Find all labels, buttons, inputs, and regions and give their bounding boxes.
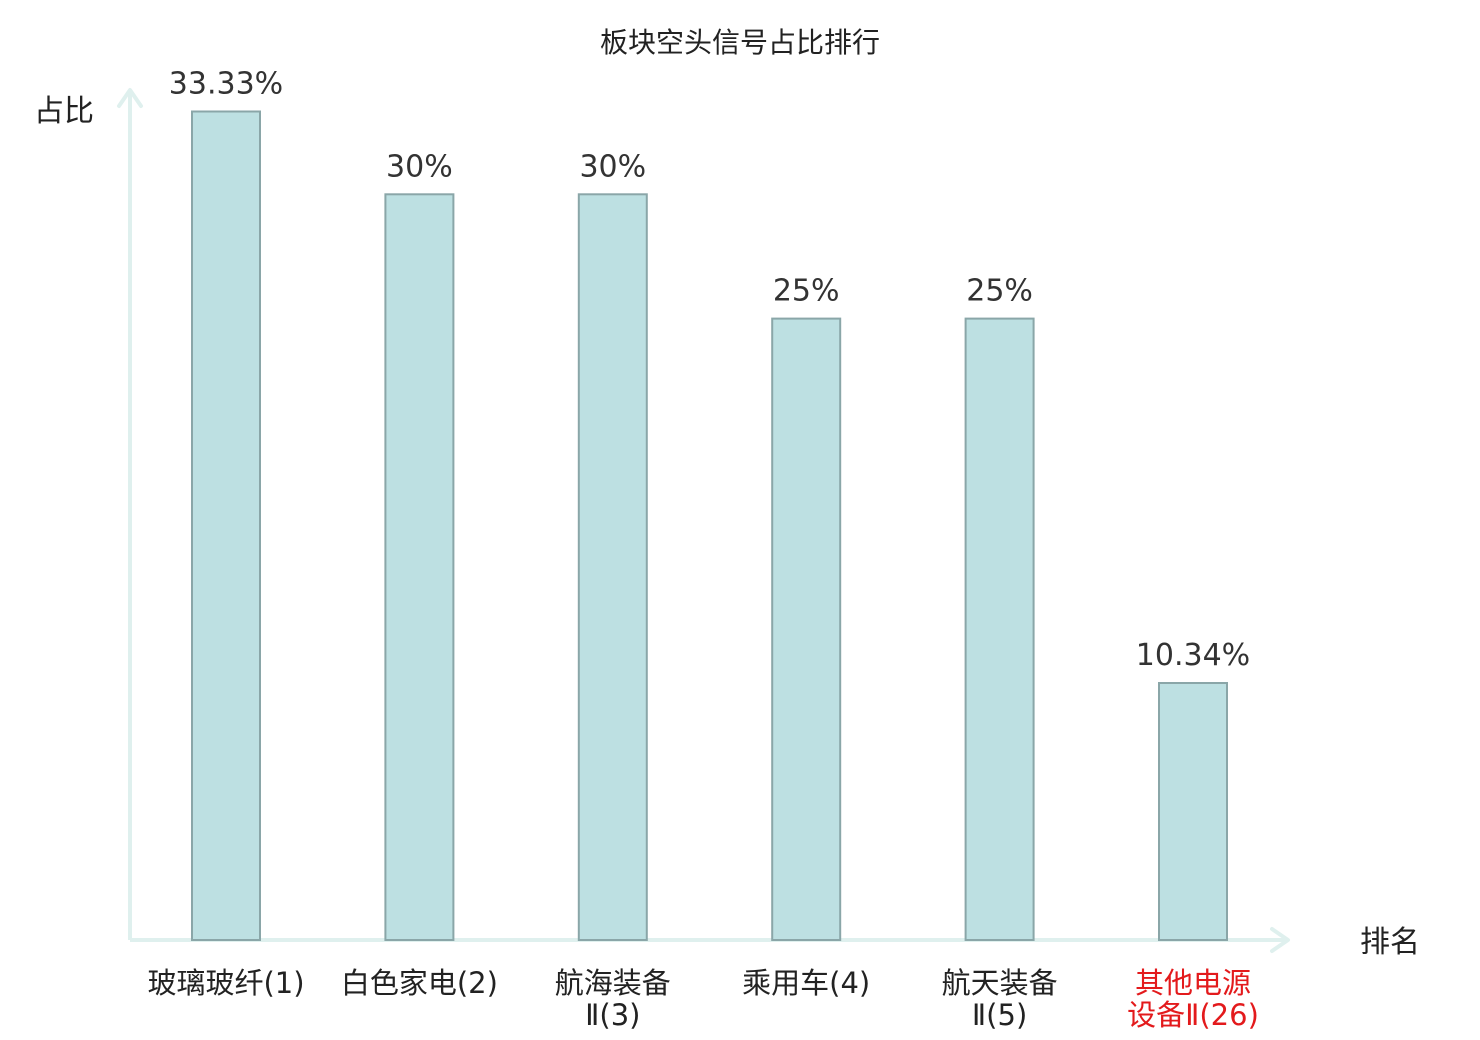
bar (577, 193, 648, 942)
bar (384, 193, 455, 942)
category-tick-label: Ⅱ(5) (972, 998, 1027, 1032)
x-axis-label: 排名 (1360, 925, 1420, 960)
category-tick-label: 玻璃玻纤(1) (147, 966, 304, 1000)
bar-value-label: 30% (386, 149, 453, 184)
x-axis (130, 927, 1290, 953)
category-tick-label: Ⅱ(3) (585, 998, 640, 1032)
bars-group (191, 110, 1228, 942)
category-tick-label: 其他电源 (1135, 966, 1251, 1000)
category-tick-label: 白色家电(2) (341, 966, 498, 1000)
bar-value-label: 25% (773, 274, 840, 309)
bar-value-label: 30% (579, 149, 646, 184)
category-tick-label: 设备Ⅱ(26) (1127, 998, 1259, 1032)
bar (964, 317, 1035, 942)
category-tick-label: 乘用车(4) (742, 966, 870, 1000)
bar-value-label: 10.34% (1136, 638, 1250, 673)
bar (191, 110, 261, 941)
value-labels-group: 33.33% 30% 30% 25% 25% 10.34% (169, 67, 1250, 674)
bar-value-label: 33.33% (169, 67, 283, 102)
bar (1158, 682, 1228, 941)
chart-title: 板块空头信号占比排行 (600, 26, 880, 59)
bar-value-label: 25% (966, 274, 1033, 309)
category-tick-label: 航海装备 (555, 966, 671, 1000)
bar (771, 317, 842, 942)
y-axis-label: 占比 (34, 94, 94, 129)
category-tick-label: 航天装备 (942, 966, 1058, 1000)
y-axis (117, 88, 143, 940)
